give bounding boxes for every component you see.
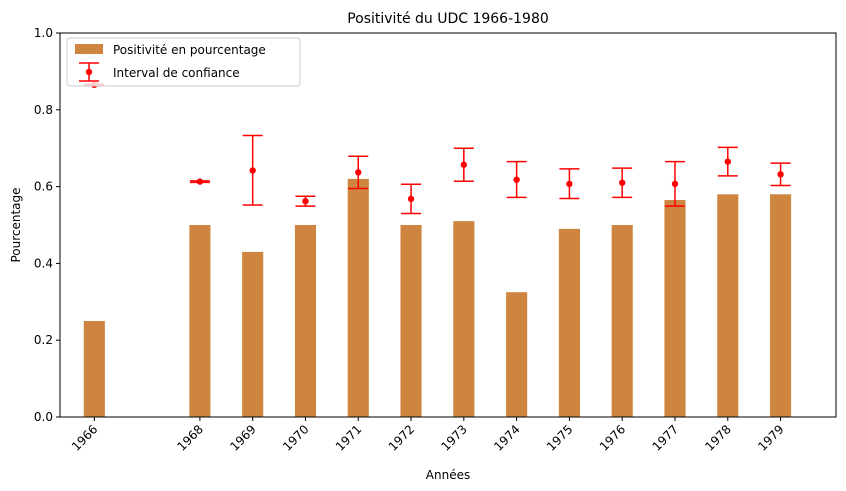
bar-1969 — [242, 251, 264, 417]
bar-1977 — [664, 200, 686, 417]
y-tick-label-0.2: 0.2 — [34, 333, 53, 347]
y-axis-label: Pourcentage — [9, 187, 23, 262]
x-tick-label-1978: 1978 — [702, 422, 733, 453]
x-tick-label-1971: 1971 — [333, 422, 364, 453]
error-bar-1978 — [717, 146, 738, 177]
x-tick-label-1973: 1973 — [438, 422, 469, 453]
error-point-1968 — [196, 178, 204, 185]
chart-title: Positivité du UDC 1966-1980 — [347, 11, 549, 27]
error-bar-1977 — [664, 160, 685, 207]
error-bar-1974 — [506, 160, 527, 199]
error-point-1975 — [566, 180, 573, 188]
y-tick-label-1.0: 1.0 — [34, 26, 53, 40]
legend-box — [66, 37, 301, 87]
error-point-1970 — [302, 197, 309, 205]
x-tick-label-1975: 1975 — [544, 422, 575, 453]
x-tick-label-1966: 1966 — [69, 422, 100, 453]
error-bar-1971 — [348, 155, 369, 190]
bars-group — [83, 178, 792, 417]
x-axis-label: Années — [426, 468, 470, 482]
x-tick-label-1972: 1972 — [386, 422, 417, 453]
x-tick-label-1976: 1976 — [597, 422, 628, 453]
bar-1976 — [611, 225, 633, 417]
bar-1973 — [453, 221, 475, 417]
legend-errorbar-swatch — [79, 62, 99, 82]
y-tick-label-0.4: 0.4 — [34, 256, 53, 270]
bar-1966 — [83, 321, 105, 417]
error-bar-1975 — [559, 168, 580, 200]
bar-1971 — [347, 178, 369, 417]
x-tick-label-1970: 1970 — [280, 422, 311, 453]
error-point-1969 — [249, 167, 256, 174]
error-bars-group — [84, 81, 791, 215]
error-bar-1973 — [453, 147, 474, 182]
legend-label-errorbars: Interval de confiance — [113, 66, 240, 80]
error-point-1971 — [355, 169, 362, 176]
bar-1979 — [770, 194, 792, 417]
error-bar-1968 — [189, 178, 210, 185]
y-tick-label-0.6: 0.6 — [34, 180, 53, 194]
error-bar-1979 — [770, 162, 791, 187]
y-tick-label-0.0: 0.0 — [34, 410, 53, 424]
bar-1968 — [189, 225, 211, 417]
x-tick-label-1979: 1979 — [755, 422, 786, 453]
error-point-1977 — [671, 180, 679, 188]
legend-label-bars: Positivité en pourcentage — [113, 43, 266, 57]
error-bar-1970 — [295, 195, 316, 207]
error-point-1974 — [513, 176, 520, 183]
x-tick-label-1969: 1969 — [227, 422, 258, 453]
bar-1970 — [294, 225, 317, 417]
error-bar-1972 — [401, 183, 422, 215]
legend: Positivité en pourcentage Interval de co… — [66, 37, 301, 87]
x-tick-label-1977: 1977 — [650, 422, 681, 453]
x-axis-ticks: 1966 1968 1969 1970 1971 1972 1973 1974 1975 1976… — [69, 417, 787, 454]
bar-1974 — [506, 292, 528, 417]
x-tick-label-1968: 1968 — [175, 422, 206, 453]
error-point-1979 — [777, 171, 784, 178]
error-bar-1969 — [242, 134, 263, 206]
error-bar-1976 — [612, 167, 633, 199]
error-point-1976 — [619, 179, 626, 186]
y-tick-label-0.8: 0.8 — [34, 103, 53, 117]
bar-1972 — [400, 225, 422, 417]
error-point-1972 — [407, 195, 415, 203]
bar-1978 — [717, 194, 739, 417]
error-point-1978 — [724, 158, 731, 165]
x-tick-label-1974: 1974 — [491, 422, 522, 453]
bar-1975 — [558, 228, 580, 417]
plot-frame — [59, 32, 837, 418]
error-point-1973 — [460, 161, 468, 168]
y-axis-ticks: 0.0 0.2 0.4 0.6 0.8 1.0 — [34, 26, 60, 424]
legend-bar-swatch — [75, 44, 103, 54]
